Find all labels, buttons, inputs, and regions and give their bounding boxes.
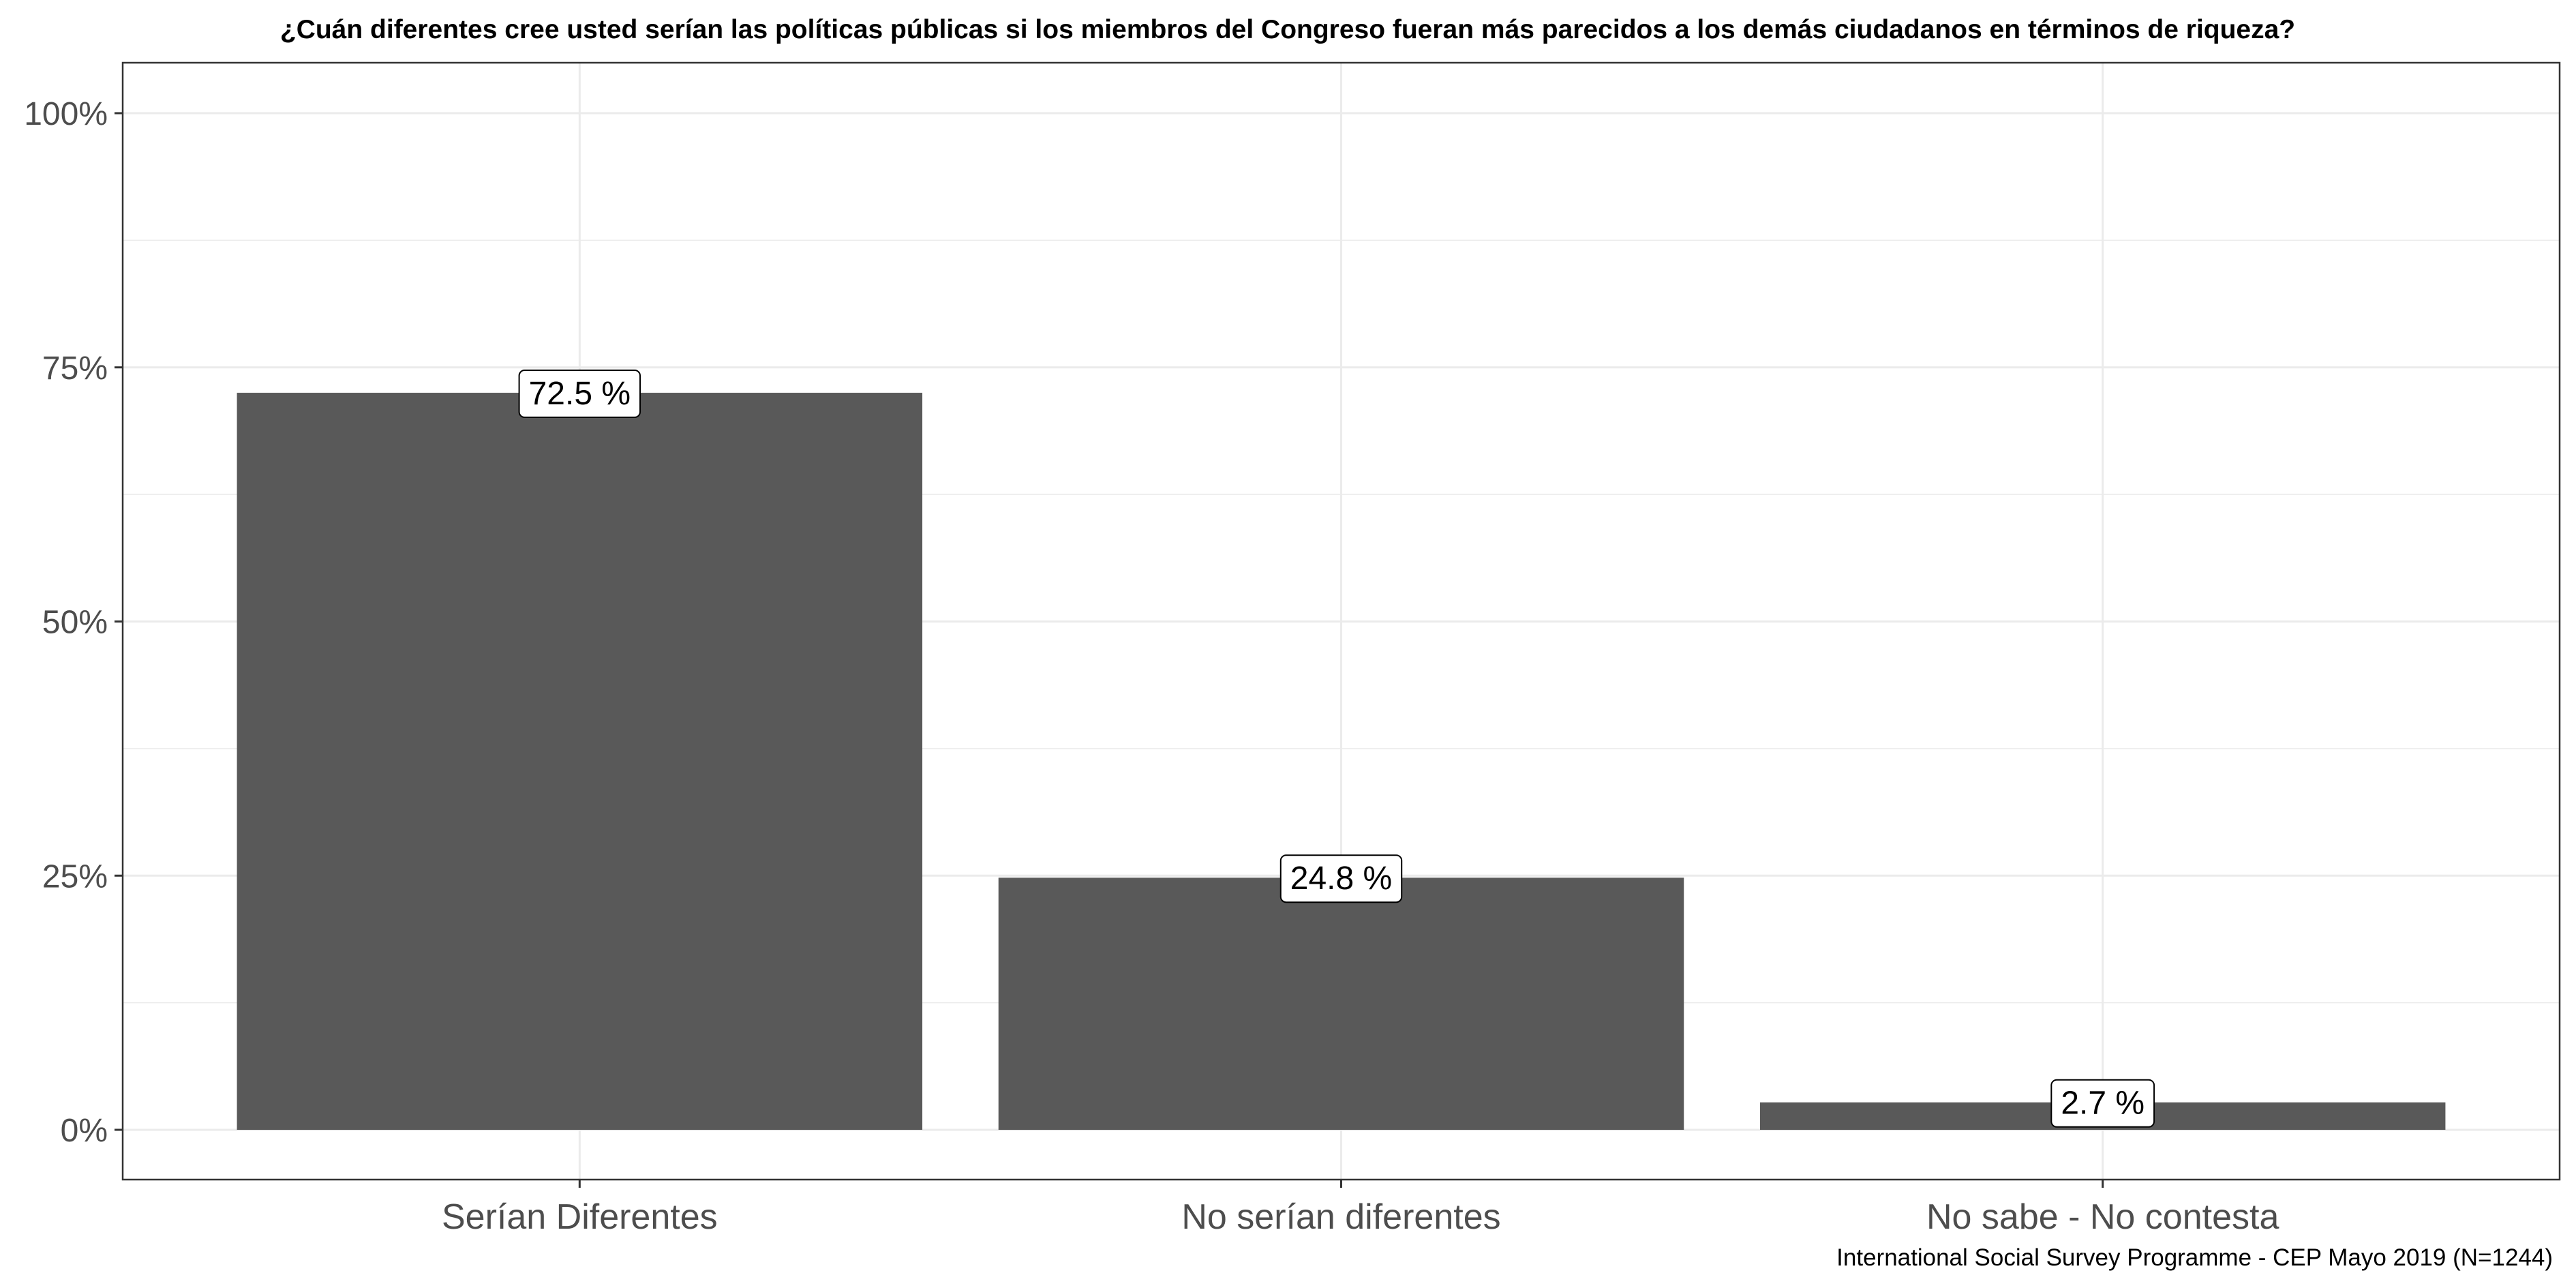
y-tick-label: 50% — [42, 605, 108, 641]
y-axis: 0% 25% 50% 75% 100% — [24, 96, 123, 1149]
data-label-box — [1279, 854, 1403, 903]
bars-layer — [237, 393, 2446, 1130]
chart-caption: International Social Survey Programme - … — [1836, 1244, 2553, 1271]
x-axis: Serían Diferentes No serían diferentes No … — [442, 1180, 2279, 1237]
x-tick-label: Serían Diferentes — [442, 1197, 718, 1237]
data-labels-layer: 72.5 % 24.8 % 2.7 % — [518, 370, 2155, 1128]
bar-1 — [237, 393, 923, 1130]
data-label-2: 24.8 % — [1279, 854, 1403, 903]
data-label-1: 72.5 % — [518, 370, 641, 419]
y-tick-label: 0% — [61, 1113, 108, 1149]
chart-title: ¿Cuán diferentes cree usted serían las p… — [280, 15, 2295, 44]
data-label-box — [2050, 1079, 2155, 1128]
x-tick-label: No sabe - No contesta — [1926, 1197, 2279, 1237]
y-tick-label: 25% — [42, 858, 108, 895]
data-label-text: 2.7 % — [2061, 1085, 2145, 1122]
data-label-text: 24.8 % — [1290, 860, 1392, 897]
data-label-box — [518, 370, 641, 419]
data-label-text: 72.5 % — [529, 376, 631, 412]
x-tick-label: No serían diferentes — [1181, 1197, 1500, 1237]
bar-2 — [998, 878, 1684, 1130]
y-tick-label: 100% — [24, 96, 108, 132]
y-tick-label: 75% — [42, 350, 108, 387]
data-label-3: 2.7 % — [2050, 1079, 2155, 1128]
